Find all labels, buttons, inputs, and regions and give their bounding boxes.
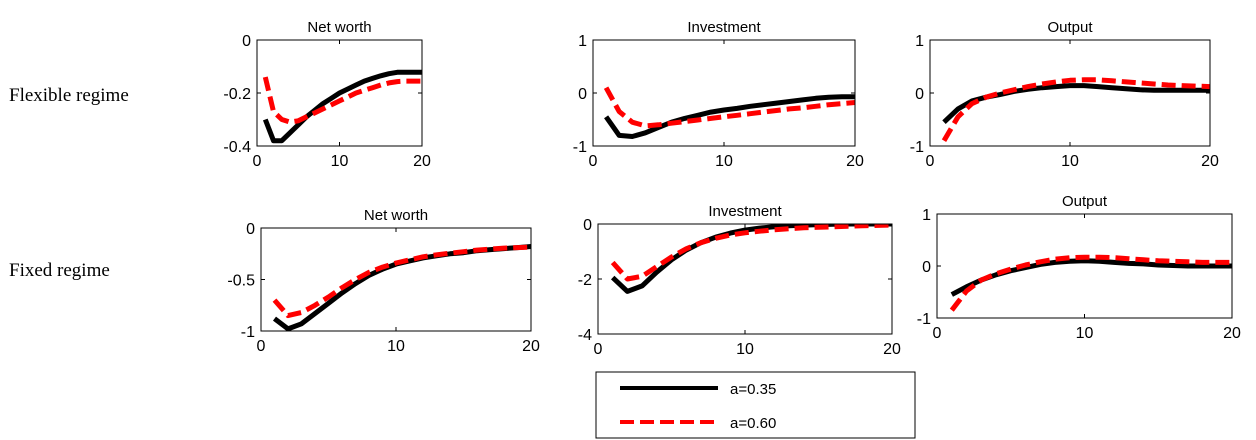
panel-1-1: Investment 0 10 20 0 -2 -4 [578, 203, 901, 358]
axes-box [929, 39, 1211, 147]
x-tick-label: 10 [715, 153, 733, 170]
series-line-a035 [942, 83, 1210, 125]
series-line-a060 [603, 86, 855, 129]
panel-title: Output [1047, 19, 1093, 36]
series-line-a035 [610, 224, 892, 294]
legend-box [595, 371, 916, 439]
x-tick-label: 0 [253, 153, 262, 170]
row-label-fixed: Fixed regime [9, 260, 110, 281]
legend-label-a060: a=0.60 [730, 415, 776, 432]
x-tick-label: 20 [413, 153, 431, 170]
series-line-a060 [610, 224, 892, 282]
y-tick-label: -0.5 [227, 273, 255, 290]
y-tick-label: -1 [241, 324, 255, 341]
series-line-a060 [941, 77, 1210, 142]
y-tick-label: 0 [578, 86, 587, 103]
legend: a=0.35 a=0.60 [595, 371, 916, 439]
y-tick-label: 1 [915, 33, 924, 50]
series-line-a060 [262, 76, 422, 125]
y-tick-label: -2 [578, 272, 592, 289]
series-group [941, 77, 1210, 142]
x-tick-label: 20 [1201, 153, 1219, 170]
y-tick-label: -1 [910, 139, 924, 156]
x-tick-label: 20 [522, 338, 540, 355]
y-tick-label: 0 [922, 259, 931, 276]
panel-title: Net worth [364, 207, 428, 224]
x-tick-label: 10 [1061, 153, 1079, 170]
axes-box [260, 227, 532, 332]
y-tick-label: -0.2 [223, 86, 251, 103]
y-tick-label: -1 [917, 311, 931, 328]
x-tick-label: 10 [387, 338, 405, 355]
legend-label-a035: a=0.35 [730, 381, 776, 398]
x-tick-label: 10 [1076, 325, 1094, 342]
y-tick-label: 0 [583, 217, 592, 234]
panel-title: Investment [708, 203, 782, 220]
panel-title: Output [1062, 193, 1108, 210]
x-tick-label: 20 [1223, 325, 1241, 342]
y-tick-label: 0 [915, 86, 924, 103]
y-tick-label: 1 [578, 33, 587, 50]
x-tick-label: 10 [331, 153, 349, 170]
series-group [949, 254, 1232, 312]
x-tick-label: 0 [257, 338, 266, 355]
y-tick-label: -0.4 [223, 139, 251, 156]
series-line-a035 [272, 244, 531, 331]
y-tick-label: -1 [573, 139, 587, 156]
panel-0-0: Net worth 0 10 20 0 -0.2 -0.4 [223, 19, 431, 170]
series-group [603, 86, 855, 139]
panel-title: Net worth [307, 19, 371, 36]
series-line-a035 [262, 69, 422, 144]
y-tick-label: 1 [922, 207, 931, 224]
series-group [262, 69, 422, 144]
series-group [272, 244, 531, 331]
y-tick-label: 0 [242, 33, 251, 50]
axes-box [597, 223, 893, 335]
x-tick-label: 0 [933, 325, 942, 342]
panel-1-0: Net worth 0 10 20 0 -0.5 -1 [227, 207, 540, 355]
y-tick-label: 0 [246, 221, 255, 238]
x-tick-label: 0 [926, 153, 935, 170]
series-group [610, 224, 892, 294]
x-tick-label: 0 [594, 341, 603, 358]
series-line-a035 [950, 258, 1232, 297]
series-line-a060 [949, 254, 1232, 312]
row-label-flexible: Flexible regime [9, 85, 129, 106]
series-line-a035 [604, 94, 855, 139]
y-tick-label: -4 [578, 327, 592, 344]
x-tick-label: 0 [589, 153, 598, 170]
axes-box [592, 39, 856, 147]
x-tick-label: 20 [846, 153, 864, 170]
series-line-a060 [272, 244, 531, 319]
panel-title: Investment [687, 19, 761, 36]
x-tick-label: 20 [883, 341, 901, 358]
x-tick-label: 10 [736, 341, 754, 358]
